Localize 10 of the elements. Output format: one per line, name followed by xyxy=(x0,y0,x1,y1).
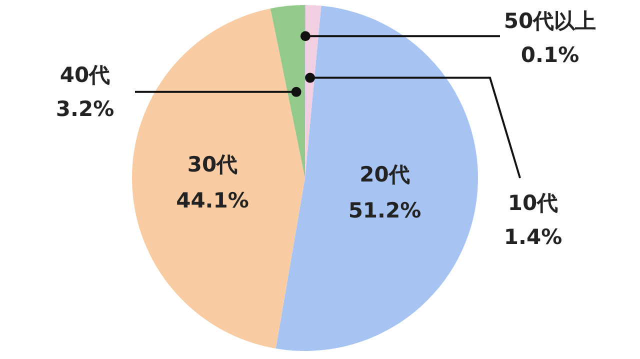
data-label: 1.4% xyxy=(504,225,562,249)
slice-label: 10代 xyxy=(508,191,558,215)
slice-label: 40代 xyxy=(60,63,110,87)
slice-label: 50代以上 xyxy=(504,9,596,33)
slice-label: 30代 xyxy=(187,152,238,176)
data-label: 44.1% xyxy=(176,188,249,212)
slice-label: 20代 xyxy=(360,162,410,186)
data-label: 51.2% xyxy=(348,198,422,222)
data-label: 0.1% xyxy=(520,43,580,67)
data-label: 3.2% xyxy=(56,97,114,121)
